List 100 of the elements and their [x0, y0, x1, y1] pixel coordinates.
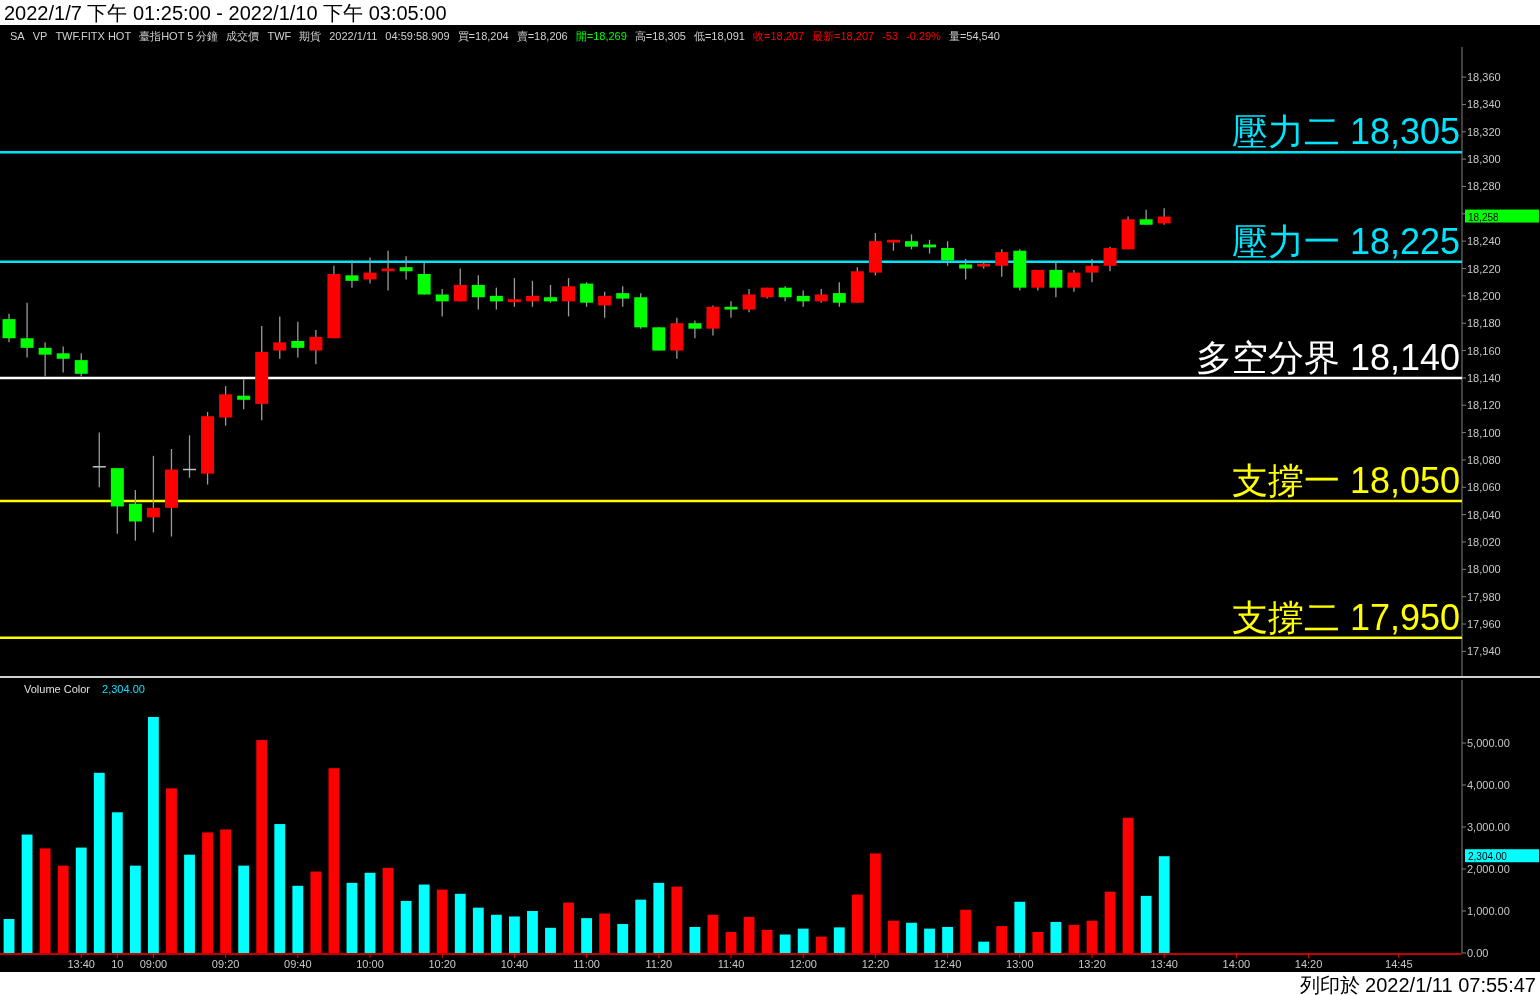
chart-title: 2022/1/7 下午 01:25:00 - 2022/1/10 下午 03:05:00 [4, 2, 447, 24]
bar [75, 847, 87, 953]
candlestick [417, 262, 431, 296]
candlestick [38, 341, 52, 378]
y-tick-label: 18,300 [1467, 153, 1501, 166]
bar [581, 918, 593, 953]
y-tick-label: 18,240 [1467, 235, 1501, 248]
bar [527, 911, 538, 953]
y-tick-label: 18,180 [1467, 317, 1501, 330]
candlestick [742, 288, 756, 313]
candlestick [92, 431, 106, 488]
candlestick [74, 352, 88, 378]
candlestick [688, 319, 702, 339]
candlestick [489, 287, 503, 311]
bar [472, 907, 484, 953]
text: VP [32, 30, 48, 42]
text: SA [10, 30, 26, 42]
candlestick [580, 281, 594, 308]
x-tick-label: 09:00 [139, 958, 168, 970]
text: 04:59:58.909 [385, 30, 450, 42]
x-tick-label: 14:45 [1385, 958, 1413, 970]
candlestick [598, 291, 612, 319]
chart-subtitle: 2,304.00 [102, 683, 145, 695]
y-tick-label: 18,060 [1467, 481, 1501, 494]
text: 高=18,305 [634, 30, 686, 42]
bar [1014, 901, 1026, 953]
text: 臺指HOT 5 分鐘 [139, 30, 219, 42]
y-tick-label: 18,020 [1467, 536, 1501, 548]
text: 2,304.00 [1468, 851, 1508, 863]
candlestick [1085, 258, 1099, 283]
candlestick [56, 345, 70, 374]
x-tick-label: 11:40 [717, 958, 745, 970]
candlestick [507, 277, 521, 308]
text: 2022/1/11 [329, 30, 378, 42]
y-tick-label: 1,000.00 [1467, 905, 1510, 917]
candlestick [146, 455, 160, 534]
y-tick-label: 18,140 [1467, 371, 1501, 384]
bar [148, 716, 159, 953]
x-tick-label: 14:00 [1222, 958, 1251, 970]
candlestick [1103, 245, 1117, 272]
x-tick-label: 11:20 [645, 958, 673, 970]
x-tick-label: 13:00 [1006, 958, 1034, 970]
bar [274, 824, 286, 953]
text: 最新=18,207 [812, 30, 875, 42]
ref-line-label: 壓力一 18,225 [1231, 220, 1460, 262]
x-tick-label: 10:40 [500, 958, 529, 970]
y-tick-label: 17,940 [1467, 645, 1501, 658]
candlestick [453, 267, 467, 302]
x-tick-label: 12:20 [861, 958, 890, 970]
y-tick-label: 18,080 [1467, 453, 1501, 466]
candlestick [237, 378, 251, 411]
bar [364, 872, 376, 953]
candlestick [471, 274, 485, 311]
y-tick-label: 17,980 [1467, 590, 1501, 603]
ref-line-label: 支撐二 17,950 [1231, 596, 1460, 638]
x-tick-label: 10:00 [356, 958, 384, 970]
candlestick [525, 280, 539, 308]
x-tick-label: 13:40 [1150, 958, 1178, 970]
candlestick [562, 277, 576, 318]
y-tick-label: 18,220 [1467, 262, 1501, 275]
candlestick [1067, 269, 1081, 293]
ref-line-label: 多空分界 18,140 [1195, 336, 1460, 378]
text: 賣=18,206 [516, 30, 568, 42]
bar [635, 899, 647, 953]
bar [21, 834, 33, 953]
text: 低=18,091 [693, 30, 745, 42]
x-tick-label: 12:40 [933, 958, 962, 970]
candlestick [20, 302, 34, 359]
bar [653, 882, 665, 953]
bar [906, 922, 917, 953]
candlestick [1139, 209, 1153, 226]
candlestick [219, 385, 233, 427]
bar [129, 865, 141, 953]
y-tick-label: 18,000 [1467, 563, 1501, 576]
candlestick [2, 312, 16, 344]
y-tick-label: 18,340 [1467, 98, 1501, 111]
text: 期貨 [299, 30, 322, 42]
text: 18,258 [1468, 211, 1500, 223]
bar [346, 882, 358, 953]
bar [93, 772, 105, 953]
candlestick [345, 259, 359, 289]
candlestick [995, 248, 1009, 278]
candlestick [959, 258, 973, 281]
y-tick-label: 18,160 [1467, 344, 1501, 357]
bar [184, 854, 195, 953]
bar [3, 918, 15, 953]
text: 收=18,207 [752, 30, 805, 42]
bar [1050, 921, 1062, 953]
x-tick-label: 11:00 [573, 958, 600, 970]
candlestick [652, 326, 666, 352]
y-tick-label: 18,120 [1467, 399, 1501, 412]
x-tick-label: 10 [111, 958, 124, 970]
ref-line-label: 壓力二 18,305 [1231, 111, 1460, 153]
y-tick-label: 0.00 [1467, 947, 1489, 959]
x-tick-label: 09:20 [211, 958, 240, 970]
bar [978, 941, 990, 953]
bar [1140, 895, 1152, 953]
bar [689, 926, 701, 953]
text: 成交價 [226, 30, 260, 42]
candlestick [1049, 261, 1063, 298]
